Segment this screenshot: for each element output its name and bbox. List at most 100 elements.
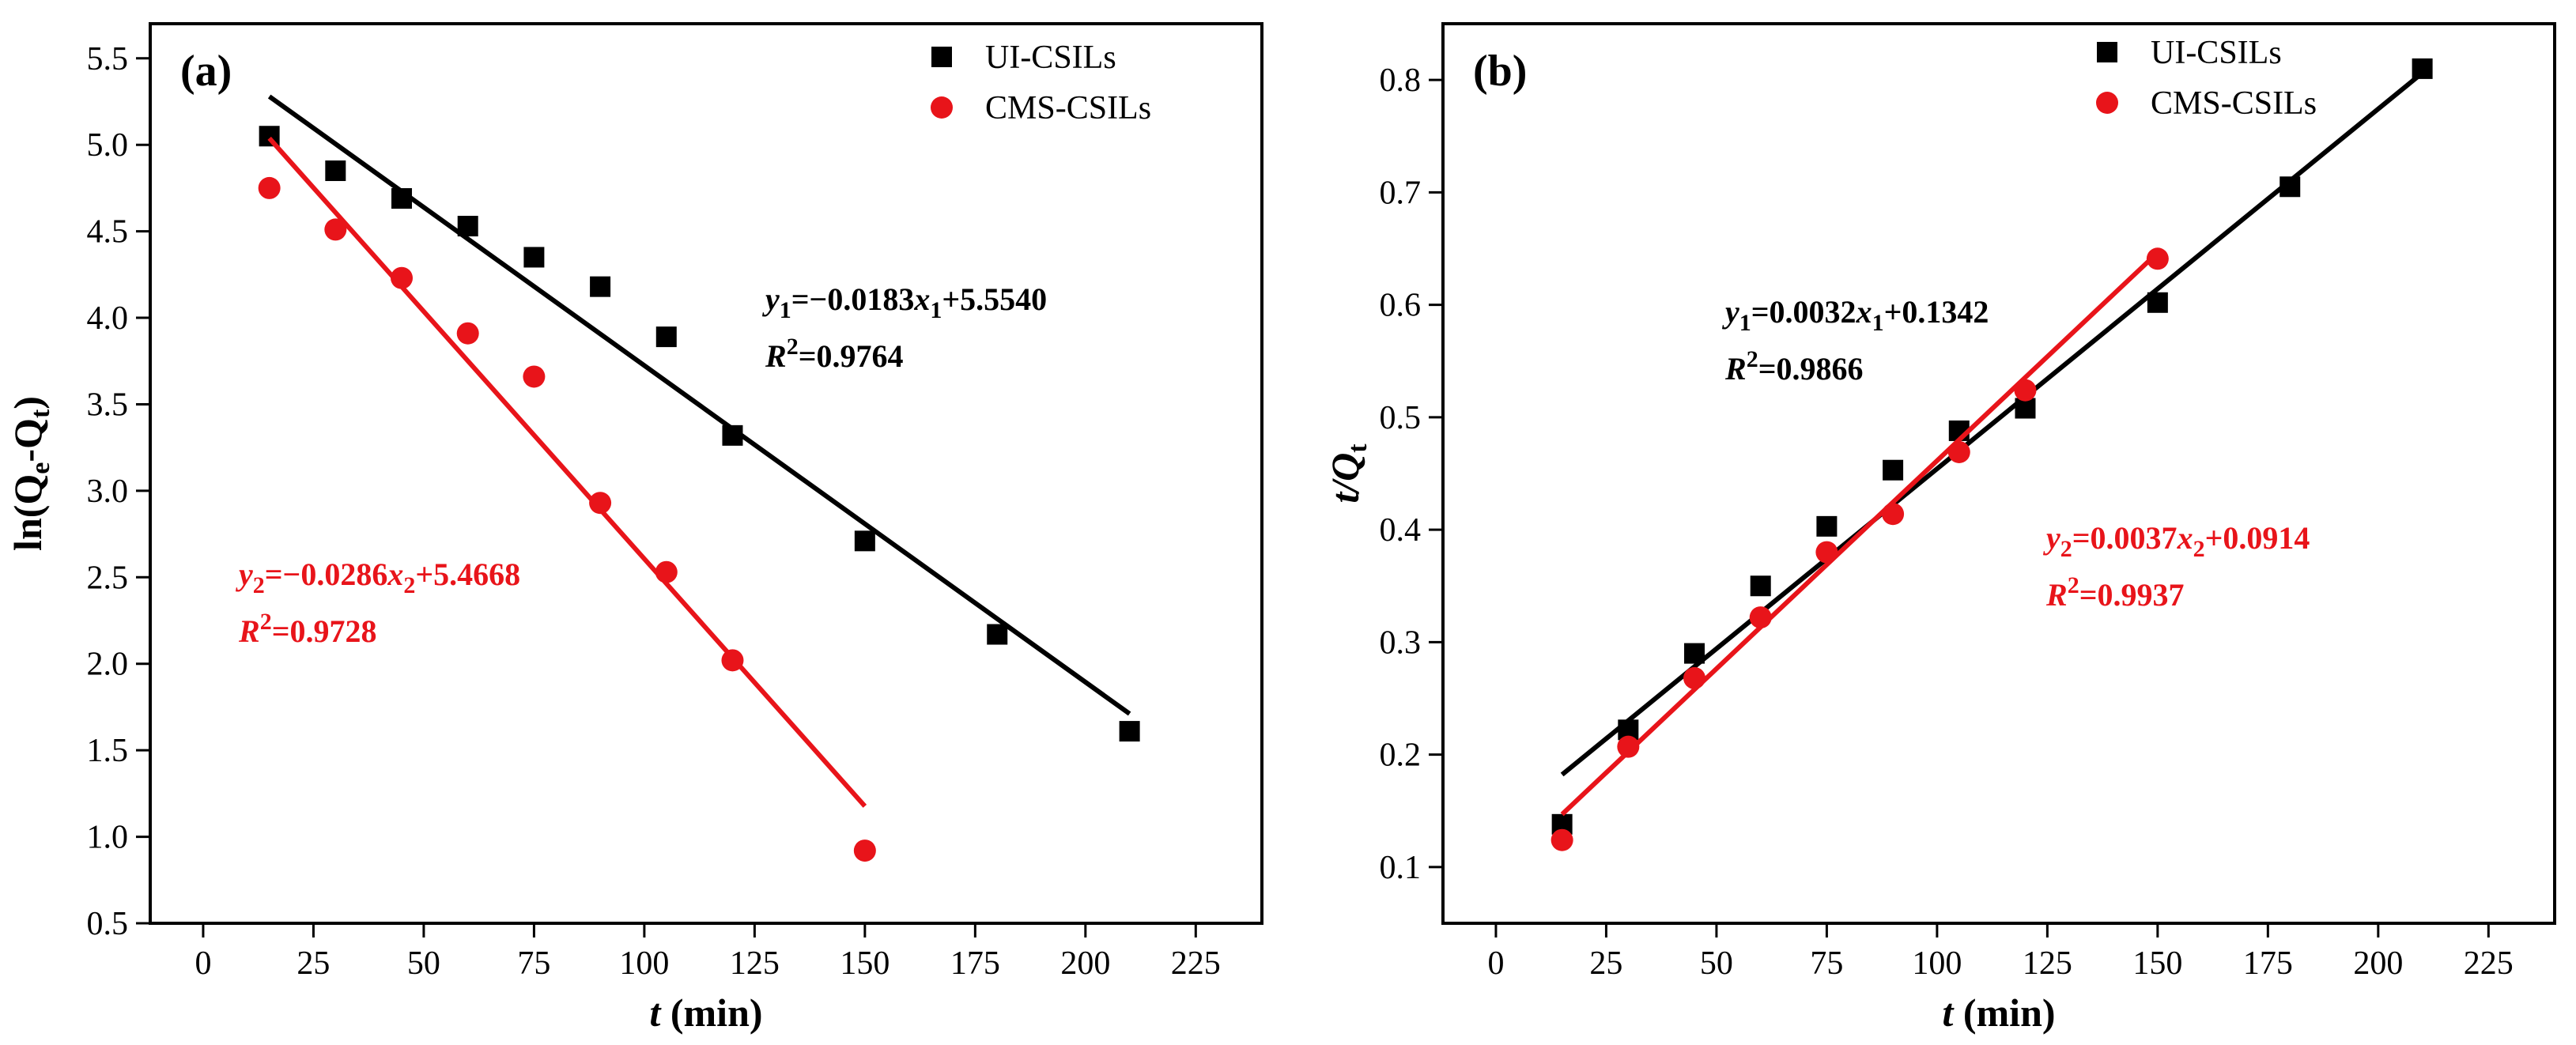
data-point (1883, 459, 1904, 481)
y-axis-title: ln(Qe-Qt) (6, 396, 55, 551)
data-point (987, 624, 1008, 645)
eq-coefficient: =0.0037 (2072, 520, 2178, 556)
x-tick-label: 225 (1171, 945, 1221, 982)
x-tick-label: 150 (2132, 945, 2182, 982)
x-tick-label: 175 (2243, 945, 2293, 982)
eq-intercept: +5.5540 (942, 281, 1047, 317)
eq-var: y (236, 556, 253, 592)
fit-equation: y1=0.0032x1+0.1342 (1722, 294, 1989, 336)
data-point (2014, 379, 2037, 402)
data-point (853, 839, 876, 862)
eq-var: y (1722, 294, 1739, 330)
x-axis-unit: (min) (660, 990, 762, 1035)
y-tick-label: 0.8 (1380, 62, 1422, 99)
data-point (655, 560, 678, 583)
r2-value: =0.9937 (2079, 577, 2185, 613)
x-tick-label: 100 (1912, 945, 1962, 982)
data-point (2412, 58, 2433, 79)
data-point (391, 266, 414, 289)
r2-label: R (765, 338, 787, 374)
x-tick-label: 100 (619, 945, 669, 982)
r2-value: =0.9728 (272, 613, 377, 649)
y-tick-label: 5.0 (87, 127, 129, 164)
panel-label: (b) (1473, 47, 1527, 96)
fit-line (267, 94, 1131, 716)
eq-var: y (762, 281, 780, 317)
legend-label: CMS-CSILs (2151, 85, 2317, 122)
y-axis-subscript: e (26, 462, 55, 474)
eq-subscript: 1 (930, 297, 942, 323)
y-tick-label: 1.5 (87, 733, 129, 769)
x-tick-label: 175 (950, 945, 1000, 982)
plot-frame (149, 22, 1263, 925)
data-point (1617, 735, 1640, 758)
x-tick-label: 225 (2464, 945, 2514, 982)
legend-marker (2096, 92, 2118, 114)
x-tick-label: 75 (1810, 945, 1843, 982)
y-tick-label: 1.0 (87, 820, 129, 856)
legend-label: UI-CSILs (985, 40, 1116, 76)
r2-label: R (238, 613, 260, 649)
x-tick-label: 200 (1060, 945, 1110, 982)
eq-intercept: +0.0914 (2205, 520, 2310, 556)
y-axis-title: t/Qt (1323, 443, 1373, 504)
eq-xvar: x (2177, 520, 2193, 556)
legend-marker (931, 96, 953, 119)
eq-subscript: 1 (780, 297, 791, 323)
eq-subscript: 2 (2060, 536, 2072, 562)
data-point (722, 424, 743, 446)
x-axis-title: t (min) (1942, 990, 2055, 1035)
data-point (324, 218, 347, 241)
legend-label: UI-CSILs (2151, 35, 2282, 71)
y-tick-label: 3.5 (87, 387, 129, 423)
y-axis-main: ln(Q (6, 474, 50, 551)
x-tick-label: 50 (1700, 945, 1733, 982)
data-point (325, 160, 346, 182)
fit-r2: R2=0.9937 (2045, 572, 2184, 613)
y-axis-subscript: t (1343, 443, 1373, 453)
plot-frame (1441, 22, 2556, 925)
r2-value: =0.9764 (799, 338, 904, 374)
eq-intercept: +0.1342 (1884, 294, 1989, 330)
eq-coefficient: =−0.0286 (265, 556, 388, 592)
data-point (523, 365, 546, 388)
x-axis-title: t (min) (649, 990, 762, 1035)
y-tick-label: 0.5 (87, 906, 129, 942)
eq-var: y (2043, 520, 2060, 556)
y-axis-mid: -Q (6, 418, 50, 462)
r2-superscript: 2 (2068, 572, 2079, 598)
y-tick-label: 2.5 (87, 560, 129, 596)
x-axis-unit: (min) (1953, 990, 2055, 1035)
data-point (589, 492, 612, 515)
eq-subscript: 1 (1872, 310, 1884, 336)
x-tick-label: 125 (730, 945, 780, 982)
data-point (1749, 606, 1772, 629)
data-point (2015, 398, 2036, 419)
y-axis-end: ) (6, 396, 50, 409)
x-axis-variable: t (1942, 990, 1955, 1035)
y-tick-label: 0.7 (1380, 175, 1422, 211)
x-tick-label: 0 (1487, 945, 1504, 982)
data-point (1683, 666, 1706, 689)
r2-superscript: 2 (1747, 346, 1758, 372)
data-point (258, 176, 281, 199)
x-tick-label: 0 (195, 945, 211, 982)
fit-r2: R2=0.9764 (765, 334, 903, 374)
eq-xvar: x (387, 556, 403, 592)
eq-xvar: x (913, 281, 930, 317)
y-tick-label: 0.3 (1380, 624, 1422, 661)
eq-subscript: 2 (2193, 536, 2205, 562)
y-axis-subscript: t (26, 409, 55, 418)
chart-panel-a: 0 25 50 75 100 125 150 175 200 225 0.5 1.0 1.5 2.0 2.5… (6, 22, 1263, 1035)
eq-subscript: 1 (1739, 310, 1751, 336)
eq-coefficient: =−0.0183 (791, 281, 915, 317)
fit-equation: y2=−0.0286x2+5.4668 (236, 556, 520, 598)
y-tick-label: 2.0 (87, 647, 129, 683)
data-point (391, 188, 413, 209)
data-point (854, 530, 875, 552)
data-point (1815, 541, 1838, 564)
fit-equation: y1=−0.0183x1+5.5540 (762, 281, 1047, 323)
x-tick-label: 200 (2353, 945, 2403, 982)
